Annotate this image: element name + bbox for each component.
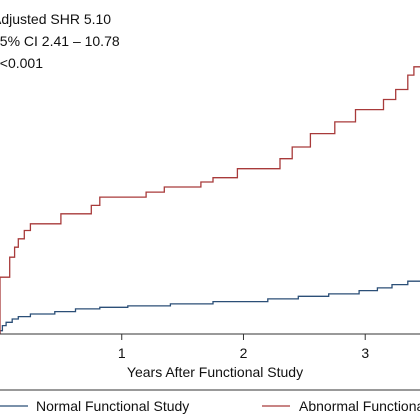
- annotation-block: Adjusted SHR 5.10 95% CI 2.41 – 10.78 p<…: [0, 11, 120, 71]
- x-tick-label: 2: [240, 345, 248, 361]
- x-axis-label: Years After Functional Study: [127, 364, 303, 380]
- x-tick-label: 1: [118, 345, 126, 361]
- annotation-shr: Adjusted SHR 5.10: [0, 11, 111, 27]
- annotation-ci: 95% CI 2.41 – 10.78: [0, 33, 120, 49]
- series-line-abnormal: [0, 66, 420, 334]
- series-line-normal: [0, 280, 420, 334]
- legend: Normal Functional Study Abnormal Functio…: [0, 398, 420, 414]
- series-group: [0, 66, 420, 334]
- legend-box: [0, 389, 420, 391]
- legend-label-abnormal: Abnormal Functional Study: [299, 398, 420, 414]
- x-tick-label: 3: [361, 345, 369, 361]
- x-ticks: 1 2 3: [118, 334, 369, 361]
- legend-label-normal: Normal Functional Study: [36, 398, 189, 414]
- annotation-p: p<0.001: [0, 55, 43, 71]
